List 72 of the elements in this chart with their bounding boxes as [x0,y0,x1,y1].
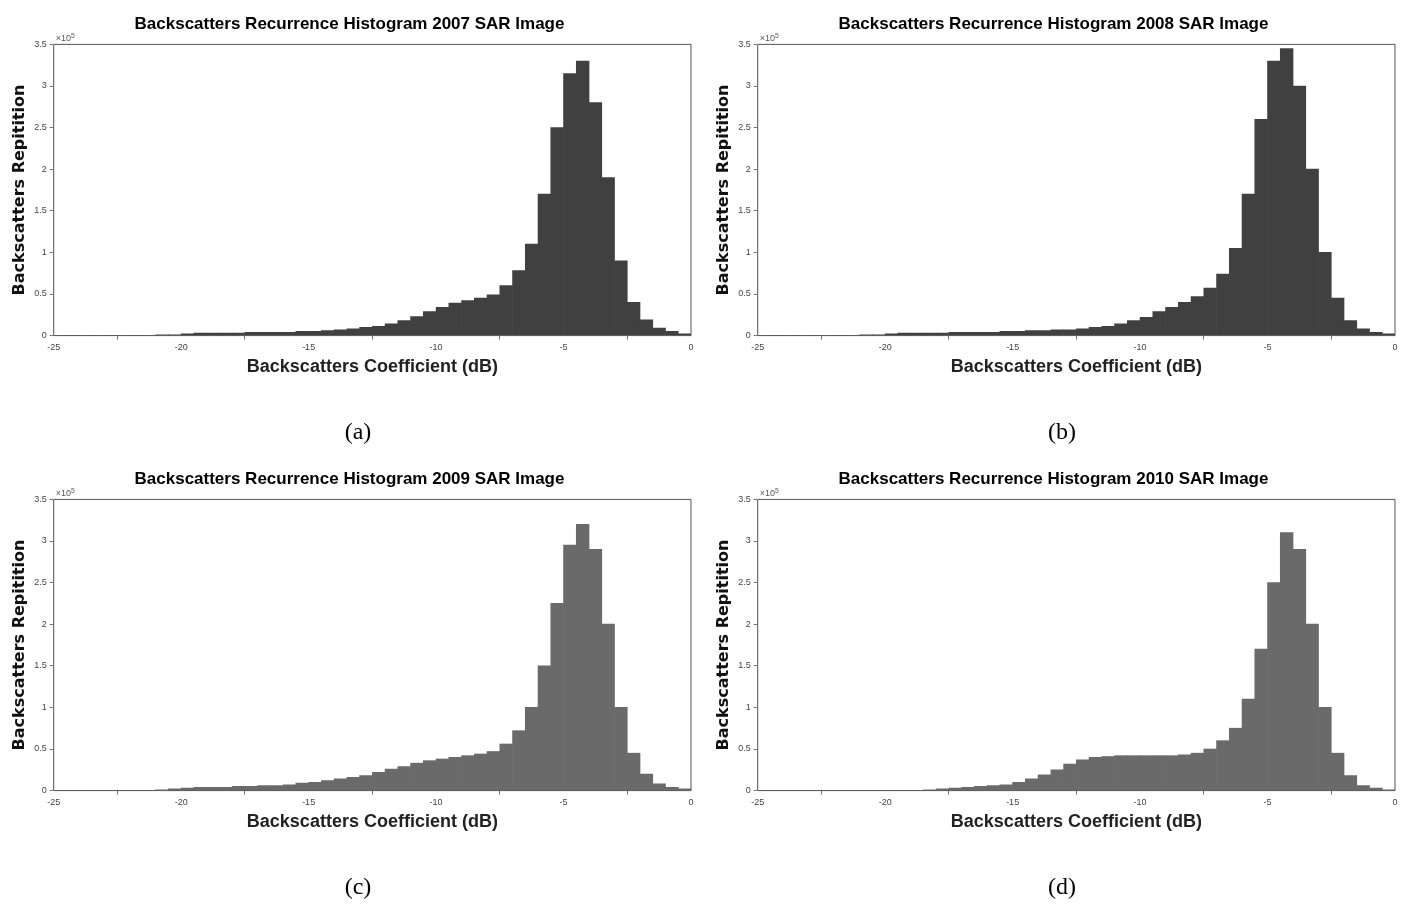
y-tick-label: 2 [745,618,751,629]
y-tick-label: 0 [41,785,47,796]
y-tick-label: 3.5 [738,38,751,49]
y-tick-label: 0.5 [34,743,47,754]
y-tick-label: 3.5 [34,493,47,504]
x-tick-label: 0 [688,797,694,808]
x-tick-label: 0 [688,342,694,353]
x-tick-label: -5 [559,342,568,353]
x-tick-label: -20 [174,342,188,353]
x-tick-label: 0 [1392,342,1398,353]
y-tick-label: 3 [745,80,751,91]
y-tick-label: 1 [41,246,47,257]
y-tick-label: 1.5 [34,660,47,671]
y-tick-label: 1 [745,246,751,257]
y-tick-label: 2 [41,163,47,174]
y-axis-title: Backscatters Repitition [8,539,28,751]
x-tick-label: -20 [174,797,188,808]
y-tick-label: 0 [41,330,47,341]
y-tick-label: 2 [745,163,751,174]
y-tick-label: 3.5 [738,493,751,504]
y-axis-title: Backscatters Repitition [712,539,732,751]
y-tick-label: 0 [745,785,751,796]
x-tick-label: -20 [878,342,892,353]
y-axis-title: Backscatters Repitition [8,84,28,296]
x-tick-label: -15 [1006,342,1020,353]
text: (b) [1047,418,1077,445]
y-tick-label: 0 [745,330,751,341]
x-tick-label: -25 [751,797,765,808]
x-tick-label: 0 [1392,797,1398,808]
chart-title: Backscatters Recurrence Histogram 2008 SAR Image [838,13,1269,33]
y-tick-label: 3 [41,535,47,546]
y-tick-label: 2 [41,618,47,629]
x-axis-title: Backscatters Coefficient (dB) [246,356,498,377]
x-tick-label: -10 [429,797,443,808]
y-tick-label: 2.5 [34,122,47,133]
y-tick-label: 3.5 [34,38,47,49]
x-tick-label: -10 [1133,797,1147,808]
x-tick-label: -15 [1006,797,1020,808]
x-tick-label: -15 [302,342,316,353]
x-axis-title: Backscatters Coefficient (dB) [246,811,498,832]
x-axis-title: Backscatters Coefficient (dB) [950,356,1202,377]
x-tick-label: -5 [1263,797,1272,808]
y-tick-label: 1.5 [34,205,47,216]
x-tick-label: -5 [1263,342,1272,353]
y-tick-label: 0.5 [34,288,47,299]
y-tick-label: 1.5 [738,660,751,671]
chart-title: Backscatters Recurrence Histogram 2010 SAR Image [838,468,1269,488]
y-tick-label: 2.5 [738,122,751,133]
y-tick-label: 3 [745,535,751,546]
y-tick-label: 2.5 [34,577,47,588]
x-tick-label: -15 [302,797,316,808]
y-tick-label: 0.5 [738,743,751,754]
x-tick-label: -25 [47,342,61,353]
x-tick-label: -20 [878,797,892,808]
x-tick-label: -25 [47,797,61,808]
y-tick-label: 2.5 [738,577,751,588]
y-tick-label: 3 [41,80,47,91]
y-tick-label: 0.5 [738,288,751,299]
y-tick-label: 1 [745,701,751,712]
y-tick-label: 1 [41,701,47,712]
chart-title: Backscatters Recurrence Histogram 2007 SAR Image [134,13,565,33]
x-tick-label: -5 [559,797,568,808]
x-tick-label: -10 [1133,342,1147,353]
x-axis-title: Backscatters Coefficient (dB) [950,811,1202,832]
y-axis-title: Backscatters Repitition [712,84,732,296]
text: (a) [343,418,373,445]
chart-title: Backscatters Recurrence Histogram 2009 SAR Image [134,468,565,488]
text: (d) [1047,873,1077,900]
x-tick-label: -25 [751,342,765,353]
text: (c) [343,873,373,900]
y-tick-label: 1.5 [738,205,751,216]
x-tick-label: -10 [429,342,443,353]
